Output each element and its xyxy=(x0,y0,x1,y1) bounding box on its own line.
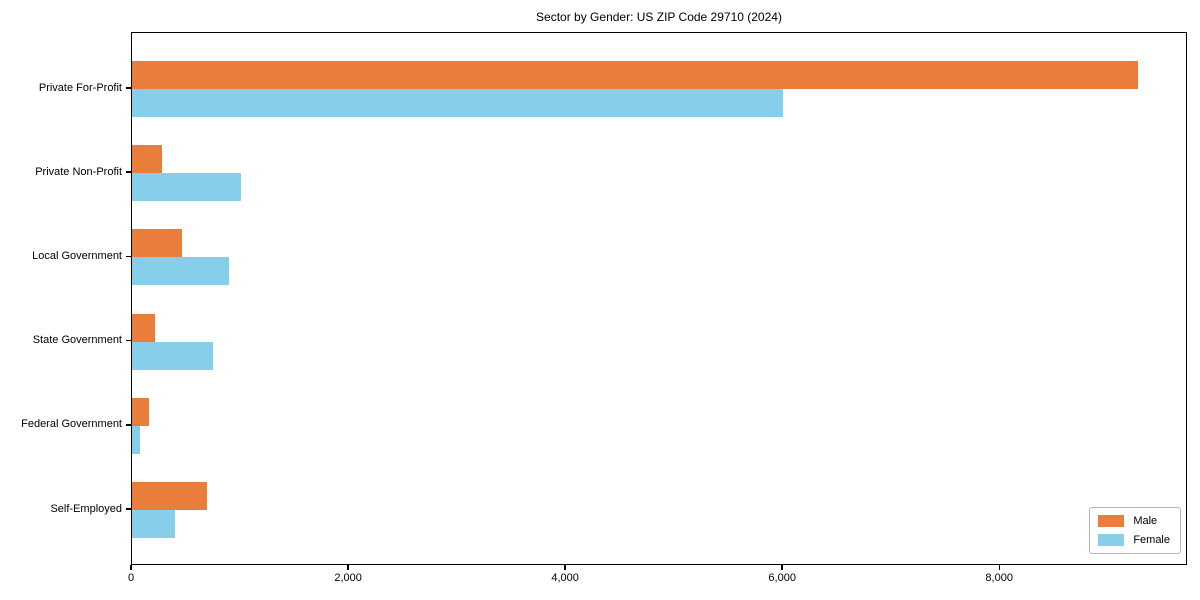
x-tick-mark xyxy=(564,565,566,570)
bar-male-self-employed xyxy=(132,482,207,510)
bar-female-private-non-profit xyxy=(132,173,241,202)
y-tick-label-state-government: State Government xyxy=(32,334,122,347)
y-tick-label-private-non-profit: Private Non-Profit xyxy=(35,165,122,178)
x-tick-label-0: 0 xyxy=(127,572,135,584)
legend: Male Female xyxy=(1089,507,1181,554)
bar-male-private-non-profit xyxy=(132,145,163,174)
legend-label-male: Male xyxy=(1133,515,1158,527)
bar-female-federal-government xyxy=(132,425,141,454)
legend-item-male: Male xyxy=(1098,515,1170,527)
legend-swatch-male-icon xyxy=(1098,515,1125,527)
y-tick-label-private-for-profit: Private For-Profit xyxy=(38,81,122,94)
x-tick-mark xyxy=(781,565,783,570)
legend-item-female: Female xyxy=(1098,534,1170,546)
bar-male-private-for-profit xyxy=(132,61,1139,89)
bar-female-local-government xyxy=(132,257,229,286)
bar-male-state-government xyxy=(132,313,155,342)
y-tick-label-self-employed: Self-Employed xyxy=(50,502,122,515)
y-tick-mark xyxy=(126,255,131,258)
plot-area xyxy=(131,32,1187,565)
x-tick-label-8-000: 8,000 xyxy=(985,572,1013,584)
y-tick-mark xyxy=(126,171,131,173)
legend-swatch-female-icon xyxy=(1098,534,1125,546)
y-tick-label-local-government: Local Government xyxy=(32,249,122,262)
x-tick-mark xyxy=(998,565,1000,570)
x-tick-label-2-000: 2,000 xyxy=(334,572,362,584)
bar-male-federal-government xyxy=(132,397,150,426)
x-tick-label-6-000: 6,000 xyxy=(768,572,796,584)
chart-title: Sector by Gender: US ZIP Code 29710 (202… xyxy=(536,10,782,24)
bar-female-private-for-profit xyxy=(132,89,784,117)
y-tick-mark xyxy=(126,424,131,426)
bar-female-self-employed xyxy=(132,510,176,538)
y-tick-mark xyxy=(126,87,131,89)
x-tick-label-4-000: 4,000 xyxy=(551,572,579,584)
y-tick-mark xyxy=(126,508,131,510)
bar-female-state-government xyxy=(132,341,214,370)
y-tick-mark xyxy=(126,339,131,342)
x-tick-mark xyxy=(347,565,349,570)
y-tick-label-federal-government: Federal Government xyxy=(21,418,122,431)
bar-male-local-government xyxy=(132,229,182,258)
legend-label-female: Female xyxy=(1133,534,1170,546)
x-tick-mark xyxy=(130,565,132,570)
